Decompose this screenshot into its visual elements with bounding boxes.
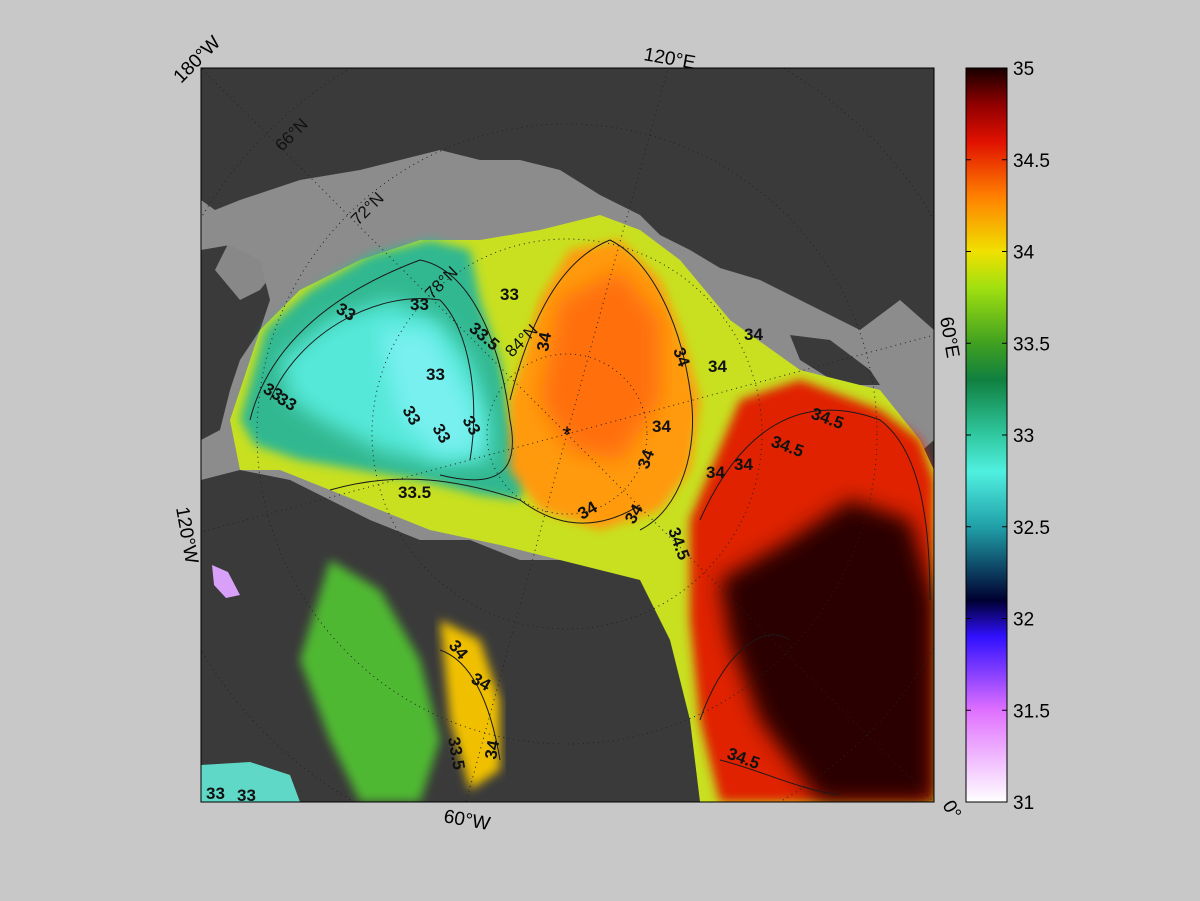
colorbar-bar [965, 67, 1008, 803]
colorbar-tick-label: 31.5 [1013, 701, 1050, 722]
colorbar: 35 34.5 34 33.5 33 32.5 32 31.5 31 [965, 59, 1050, 814]
colorbar-tick-label: 32 [1013, 610, 1034, 631]
contour-label: 33 [426, 365, 445, 384]
siberian-shelf [215, 160, 580, 300]
contour-label: 33.5 [398, 483, 431, 502]
contour-label: 33 [410, 295, 429, 314]
map-panel: * 66°N 72°N 78°N 84°N 33 33 33 33 33 33 … [201, 68, 934, 805]
graticule [201, 68, 934, 802]
colorbar-tick-label: 33.5 [1013, 334, 1050, 355]
contour-label: 34 [708, 357, 727, 376]
contour-label: 34 [744, 325, 763, 344]
colorbar-tick-label: 34 [1013, 243, 1035, 264]
lon-label-60e: 60°E [935, 315, 963, 359]
contour-label: 34 [706, 463, 725, 482]
salinity-field [201, 215, 934, 802]
pole-marker: * [563, 422, 572, 447]
lon-label-0: 0° [938, 797, 965, 823]
colorbar-tick-label: 32.5 [1013, 518, 1050, 539]
colorbar-tick-label: 35 [1013, 59, 1034, 80]
contour-label: 34 [734, 455, 753, 474]
colorbar-tick-label: 31 [1013, 793, 1034, 814]
contour-label: 33 [237, 786, 256, 805]
contour-label: 33 [206, 784, 225, 803]
colorbar-ticks: 35 34.5 34 33.5 33 32.5 32 31.5 31 [966, 59, 1050, 814]
contour-lines [249, 239, 931, 796]
contour-label: 33 [500, 285, 519, 304]
contour-label: 34 [481, 738, 503, 760]
lon-label-60w: 60°W [442, 806, 492, 835]
map-frame [200, 67, 935, 803]
contour-label: 34 [533, 330, 555, 352]
contour-label: 34 [652, 417, 671, 436]
colorbar-tick-label: 33 [1013, 426, 1034, 447]
colorbar-tick-label: 34.5 [1013, 151, 1050, 172]
lon-label-120w: 120°W [171, 505, 202, 565]
